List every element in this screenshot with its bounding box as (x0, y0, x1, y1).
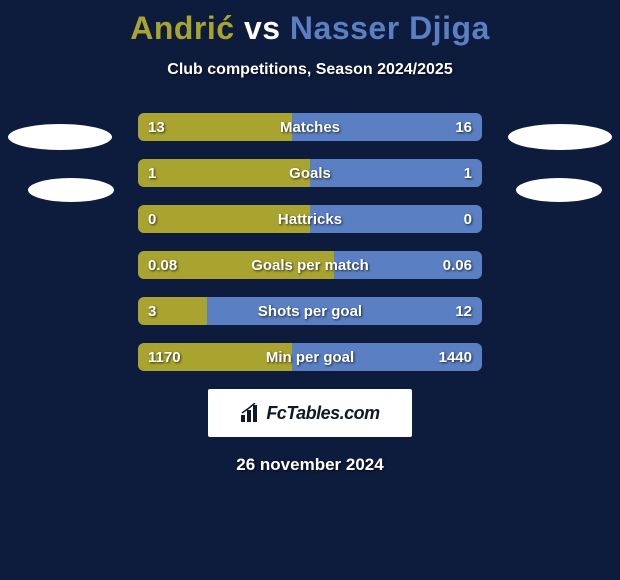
stat-row: 1170Min per goal1440 (138, 343, 482, 371)
player1-badge-small (28, 178, 114, 202)
player2-name: Nasser Djiga (290, 10, 490, 46)
player1-name: Andrić (130, 10, 234, 46)
stat-row: 3Shots per goal12 (138, 297, 482, 325)
stat-name: Goals (138, 159, 482, 187)
chart-icon (240, 403, 262, 423)
stat-row: 1Goals1 (138, 159, 482, 187)
player2-badge-small (516, 178, 602, 202)
stat-name: Min per goal (138, 343, 482, 371)
date-label: 26 november 2024 (0, 455, 620, 475)
comparison-title: Andrić vs Nasser Djiga (0, 0, 620, 47)
stat-right-value: 12 (455, 297, 472, 325)
player1-badge-large (8, 124, 112, 150)
stat-right-value: 16 (455, 113, 472, 141)
logo-text: FcTables.com (266, 403, 379, 424)
subtitle: Club competitions, Season 2024/2025 (0, 61, 620, 79)
stat-right-value: 1 (464, 159, 472, 187)
stat-row: 0.08Goals per match0.06 (138, 251, 482, 279)
stat-row: 13Matches16 (138, 113, 482, 141)
stat-name: Matches (138, 113, 482, 141)
stat-right-value: 0 (464, 205, 472, 233)
stat-row: 0Hattricks0 (138, 205, 482, 233)
stat-name: Hattricks (138, 205, 482, 233)
fctables-logo: FcTables.com (208, 389, 412, 437)
stat-right-value: 1440 (439, 343, 472, 371)
stats-container: 13Matches16 1Goals1 0Hattricks0 0.08Goals p… (138, 113, 482, 371)
stat-name: Goals per match (138, 251, 482, 279)
player2-badge-large (508, 124, 612, 150)
stat-name: Shots per goal (138, 297, 482, 325)
stat-right-value: 0.06 (443, 251, 472, 279)
vs-label: vs (244, 10, 281, 46)
